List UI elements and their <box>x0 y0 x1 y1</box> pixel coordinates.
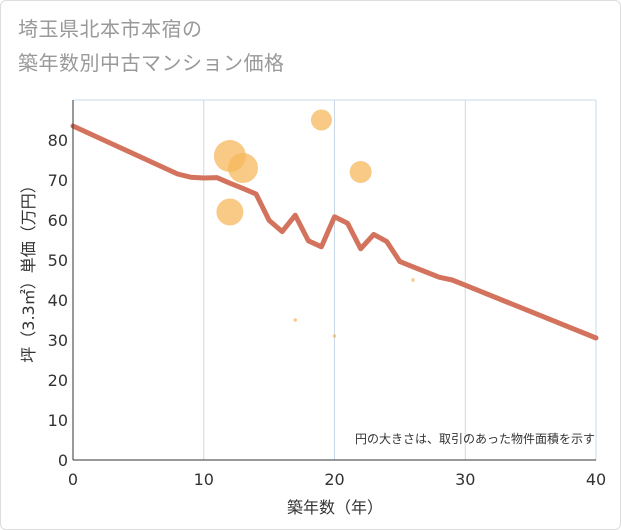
y-tick-label: 80 <box>48 131 68 150</box>
axes <box>72 100 596 461</box>
bubble <box>349 161 372 183</box>
y-tick-labels: 0 10 20 30 40 50 60 70 80 <box>48 131 68 470</box>
y-tick-label: 50 <box>48 251 68 270</box>
chart-title: 埼玉県北本市本宿の 築年数別中古マンション価格 <box>18 12 285 80</box>
x-tick-label: 20 <box>324 470 344 489</box>
y-tick-label: 0 <box>58 451 68 470</box>
size-note: 円の大きさは、取引のあった物件面積を示す <box>355 431 595 446</box>
y-tick-label: 30 <box>48 331 68 350</box>
y-tick-label: 10 <box>48 411 68 430</box>
chart-title-line-2: 築年数別中古マンション価格 <box>18 51 285 75</box>
x-axis-title: 築年数（年） <box>287 498 383 517</box>
bubble <box>293 318 298 322</box>
chart-title-line-1: 埼玉県北本市本宿の <box>18 17 203 41</box>
x-tick-label: 40 <box>586 470 606 489</box>
bubble-series <box>213 109 415 338</box>
bubble <box>310 109 332 131</box>
x-tick-label: 0 <box>68 470 78 489</box>
bubble <box>411 278 415 282</box>
y-axis-title: 坪（3.3㎡）単価（万円） <box>19 177 38 362</box>
bubble <box>227 153 258 183</box>
y-tick-label: 40 <box>48 291 68 310</box>
x-tick-label: 10 <box>194 470 214 489</box>
bubble <box>332 334 337 338</box>
x-tick-label: 30 <box>455 470 475 489</box>
trend-line <box>70 123 599 341</box>
bubble <box>216 198 244 226</box>
x-tick-labels: 0 10 20 30 40 <box>68 470 606 489</box>
y-tick-label: 60 <box>48 211 68 230</box>
y-tick-label: 20 <box>48 371 68 390</box>
y-tick-label: 70 <box>48 171 68 190</box>
grid <box>73 99 597 460</box>
